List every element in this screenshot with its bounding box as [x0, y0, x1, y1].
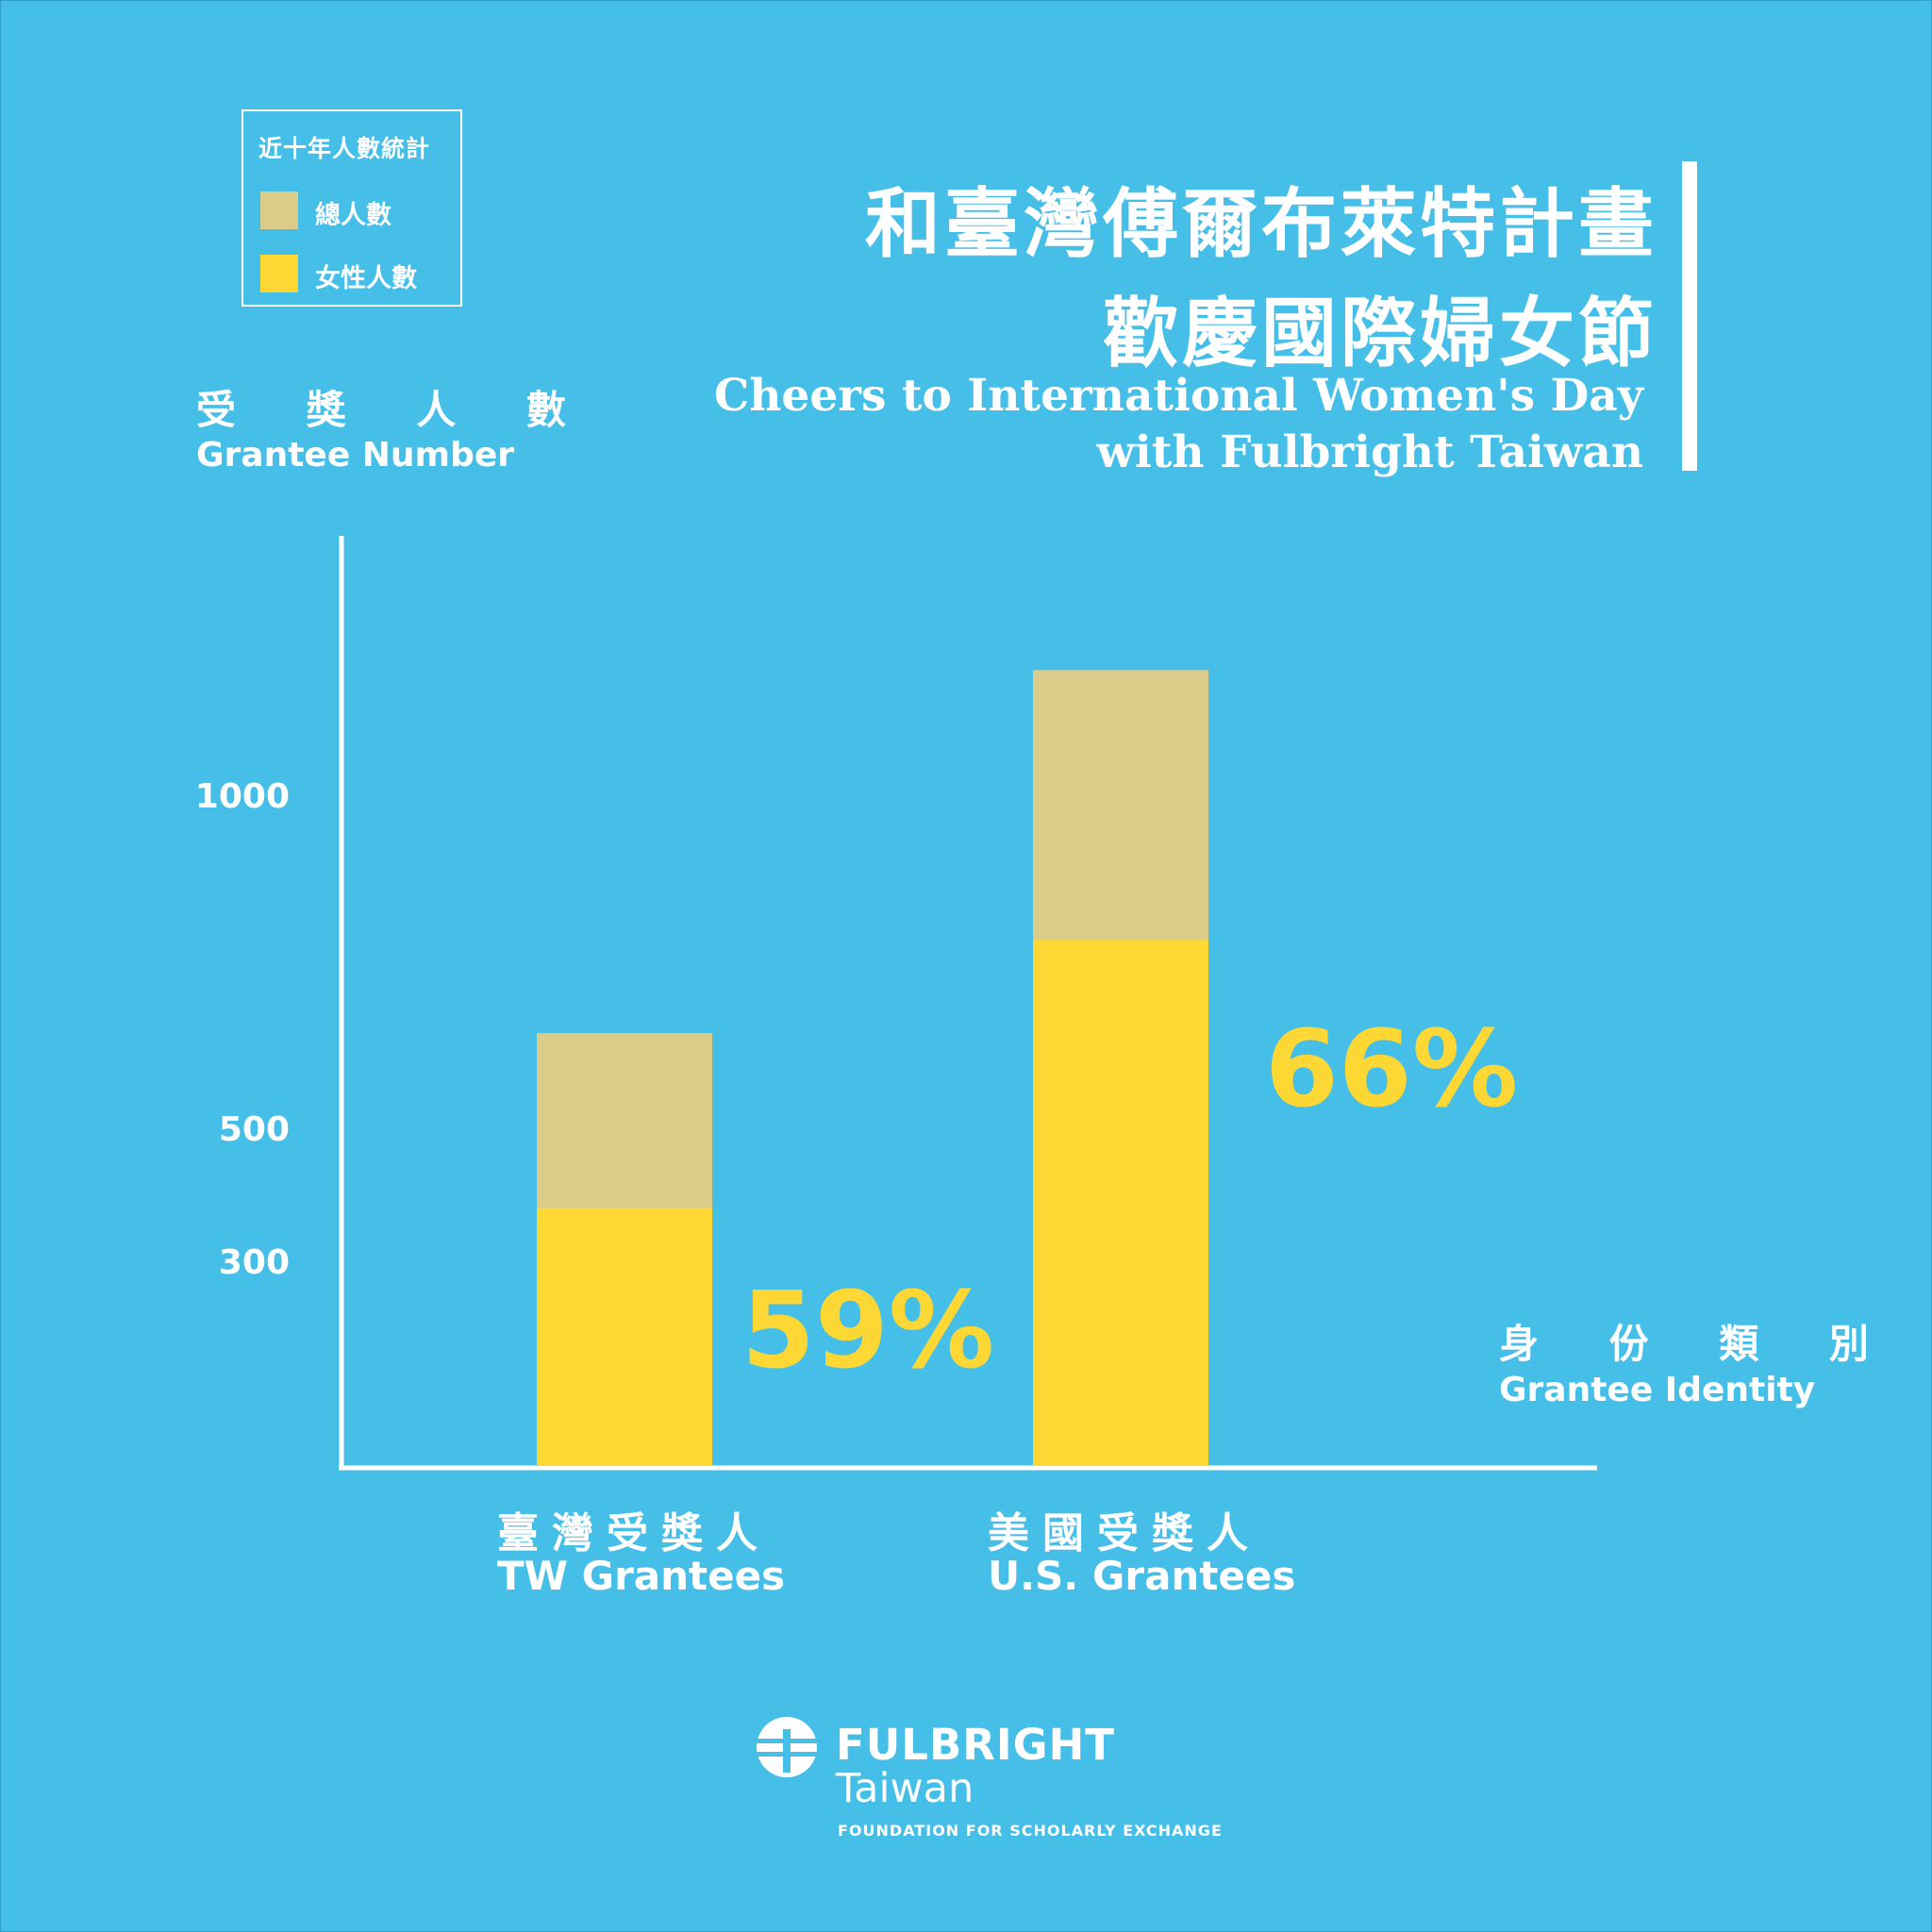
legend-swatch-female: [260, 255, 298, 292]
bar-female-us: [1033, 940, 1208, 1466]
subtitle-line1: Cheers to International Women's Day: [713, 370, 1643, 422]
page-title-line2: 歡慶國際婦女節: [1103, 290, 1657, 377]
y-tick-label: 500: [218, 1110, 290, 1149]
legend-swatch-total: [260, 192, 298, 229]
percent-label-tw: 59%: [741, 1270, 995, 1392]
legend: 近十年人數統計 總人數 女性人數: [242, 109, 462, 307]
y-axis-label-en: Grantee Number: [196, 436, 515, 475]
logo-name: FULBRIGHT: [836, 1720, 1115, 1770]
page-title-line1: 和臺灣傅爾布萊特計畫: [865, 180, 1657, 268]
legend-label-total: 總人數: [315, 201, 391, 230]
subtitle-line2: with Fulbright Taiwan: [1096, 426, 1643, 478]
fulbright-logo-icon: [756, 1717, 818, 1777]
x-axis-label-zh: 身 份 類 別: [1499, 1321, 1897, 1367]
x-tick-label-zh: 美國受獎人: [988, 1509, 1261, 1557]
legend-title: 近十年人數統計: [258, 135, 431, 162]
x-tick-label-zh: 臺灣受獎人: [497, 1509, 771, 1557]
logo-subtitle: Taiwan: [836, 1765, 974, 1812]
y-tick-label: 1000: [194, 777, 290, 816]
legend-label-female: 女性人數: [315, 264, 417, 293]
logo-tagline: FOUNDATION FOR SCHOLARLY EXCHANGE: [838, 1822, 1223, 1840]
title-accent-bar: [1682, 161, 1697, 471]
percent-label-us: 66%: [1265, 1008, 1519, 1131]
bar-female-tw: [537, 1208, 712, 1466]
x-axis-label-en: Grantee Identity: [1499, 1371, 1816, 1409]
x-tick-label-en: U.S. Grantees: [988, 1553, 1296, 1599]
x-tick-label-en: TW Grantees: [497, 1553, 786, 1599]
y-tick-label: 300: [218, 1243, 290, 1283]
y-axis-label-zh: 受 獎 人 數: [196, 387, 594, 433]
